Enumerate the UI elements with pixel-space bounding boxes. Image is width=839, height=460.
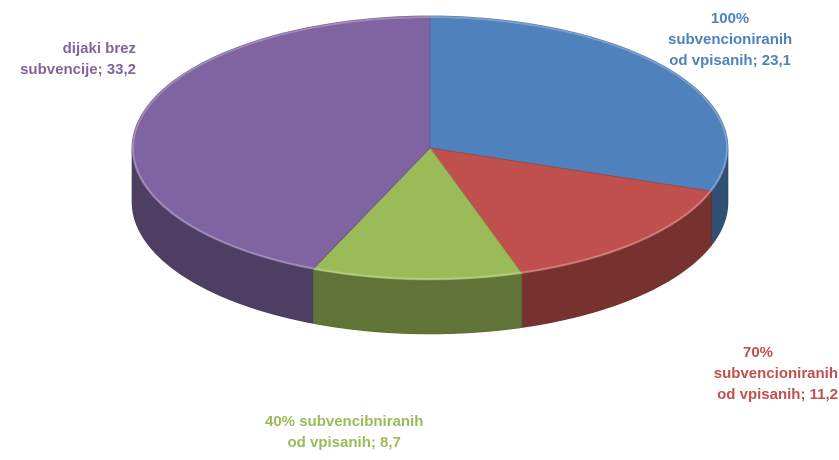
slice-label-40-percent: 40% subvencibniranih od vpisanih; 8,7 [265,413,424,451]
slice-label-no-subsidy: dijaki brez subvencije; 33,2 [20,40,136,78]
pie-slice-1 [429,147,713,275]
pie-rim-highlight [132,16,728,280]
pie-top-layer [131,15,729,281]
pie-slice-2 [312,147,523,281]
pie-slice-0 [429,15,729,192]
pie-slice-3 [131,15,431,270]
pie-depth-layer [131,147,729,335]
slice-label-100-percent: 100% subvencioniranih od vpisanih; 23,1 [668,10,793,69]
slice-label-70-percent: 70% subvencioniranih od vpisanih; 11,2 [713,344,838,403]
